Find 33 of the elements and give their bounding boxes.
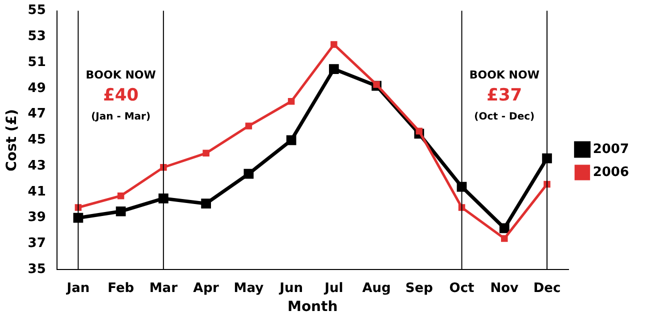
annotation: BOOK NOW [469,68,540,82]
y-tick-label: 37 [28,236,46,252]
y-tick-label: 35 [28,262,46,277]
x-axis-title: Month [288,299,338,316]
y-tick-label: 47 [28,106,46,122]
annotation: £40 [103,86,139,106]
annotation: (Jan - Mar) [91,112,151,122]
x-tick-label: Apr [193,280,220,296]
x-tick-label: Aug [362,280,391,296]
y-tick-label: 55 [28,3,46,18]
x-tick-label: Mar [149,280,178,296]
annotation: £37 [486,86,522,106]
x-tick-label: Jul [324,280,344,296]
x-tick-label: Oct [449,280,474,296]
y-tick-label: 41 [28,184,46,200]
x-tick-label: Sep [405,280,433,296]
y-axis-title: Cost (£) [4,109,20,172]
x-tick-label: Dec [533,280,561,296]
y-tick-label: 43 [28,158,46,174]
annotation: (Oct - Dec) [474,112,535,122]
x-tick-label: Jan [66,280,90,296]
x-tick-label: Feb [108,280,134,296]
x-tick-label: May [234,280,264,296]
x-tick-label: Jun [278,280,303,296]
y-tick-label: 51 [28,54,46,70]
legend-label: 2006 [592,164,630,180]
y-tick-label: 39 [28,210,46,226]
y-tick-label: 45 [28,132,46,148]
y-tick-label: 49 [28,80,46,96]
annotation: BOOK NOW [86,68,156,82]
x-tick-label: Nov [490,280,520,296]
legend-label: 2007 [592,142,630,157]
y-tick-label: 53 [28,29,46,44]
